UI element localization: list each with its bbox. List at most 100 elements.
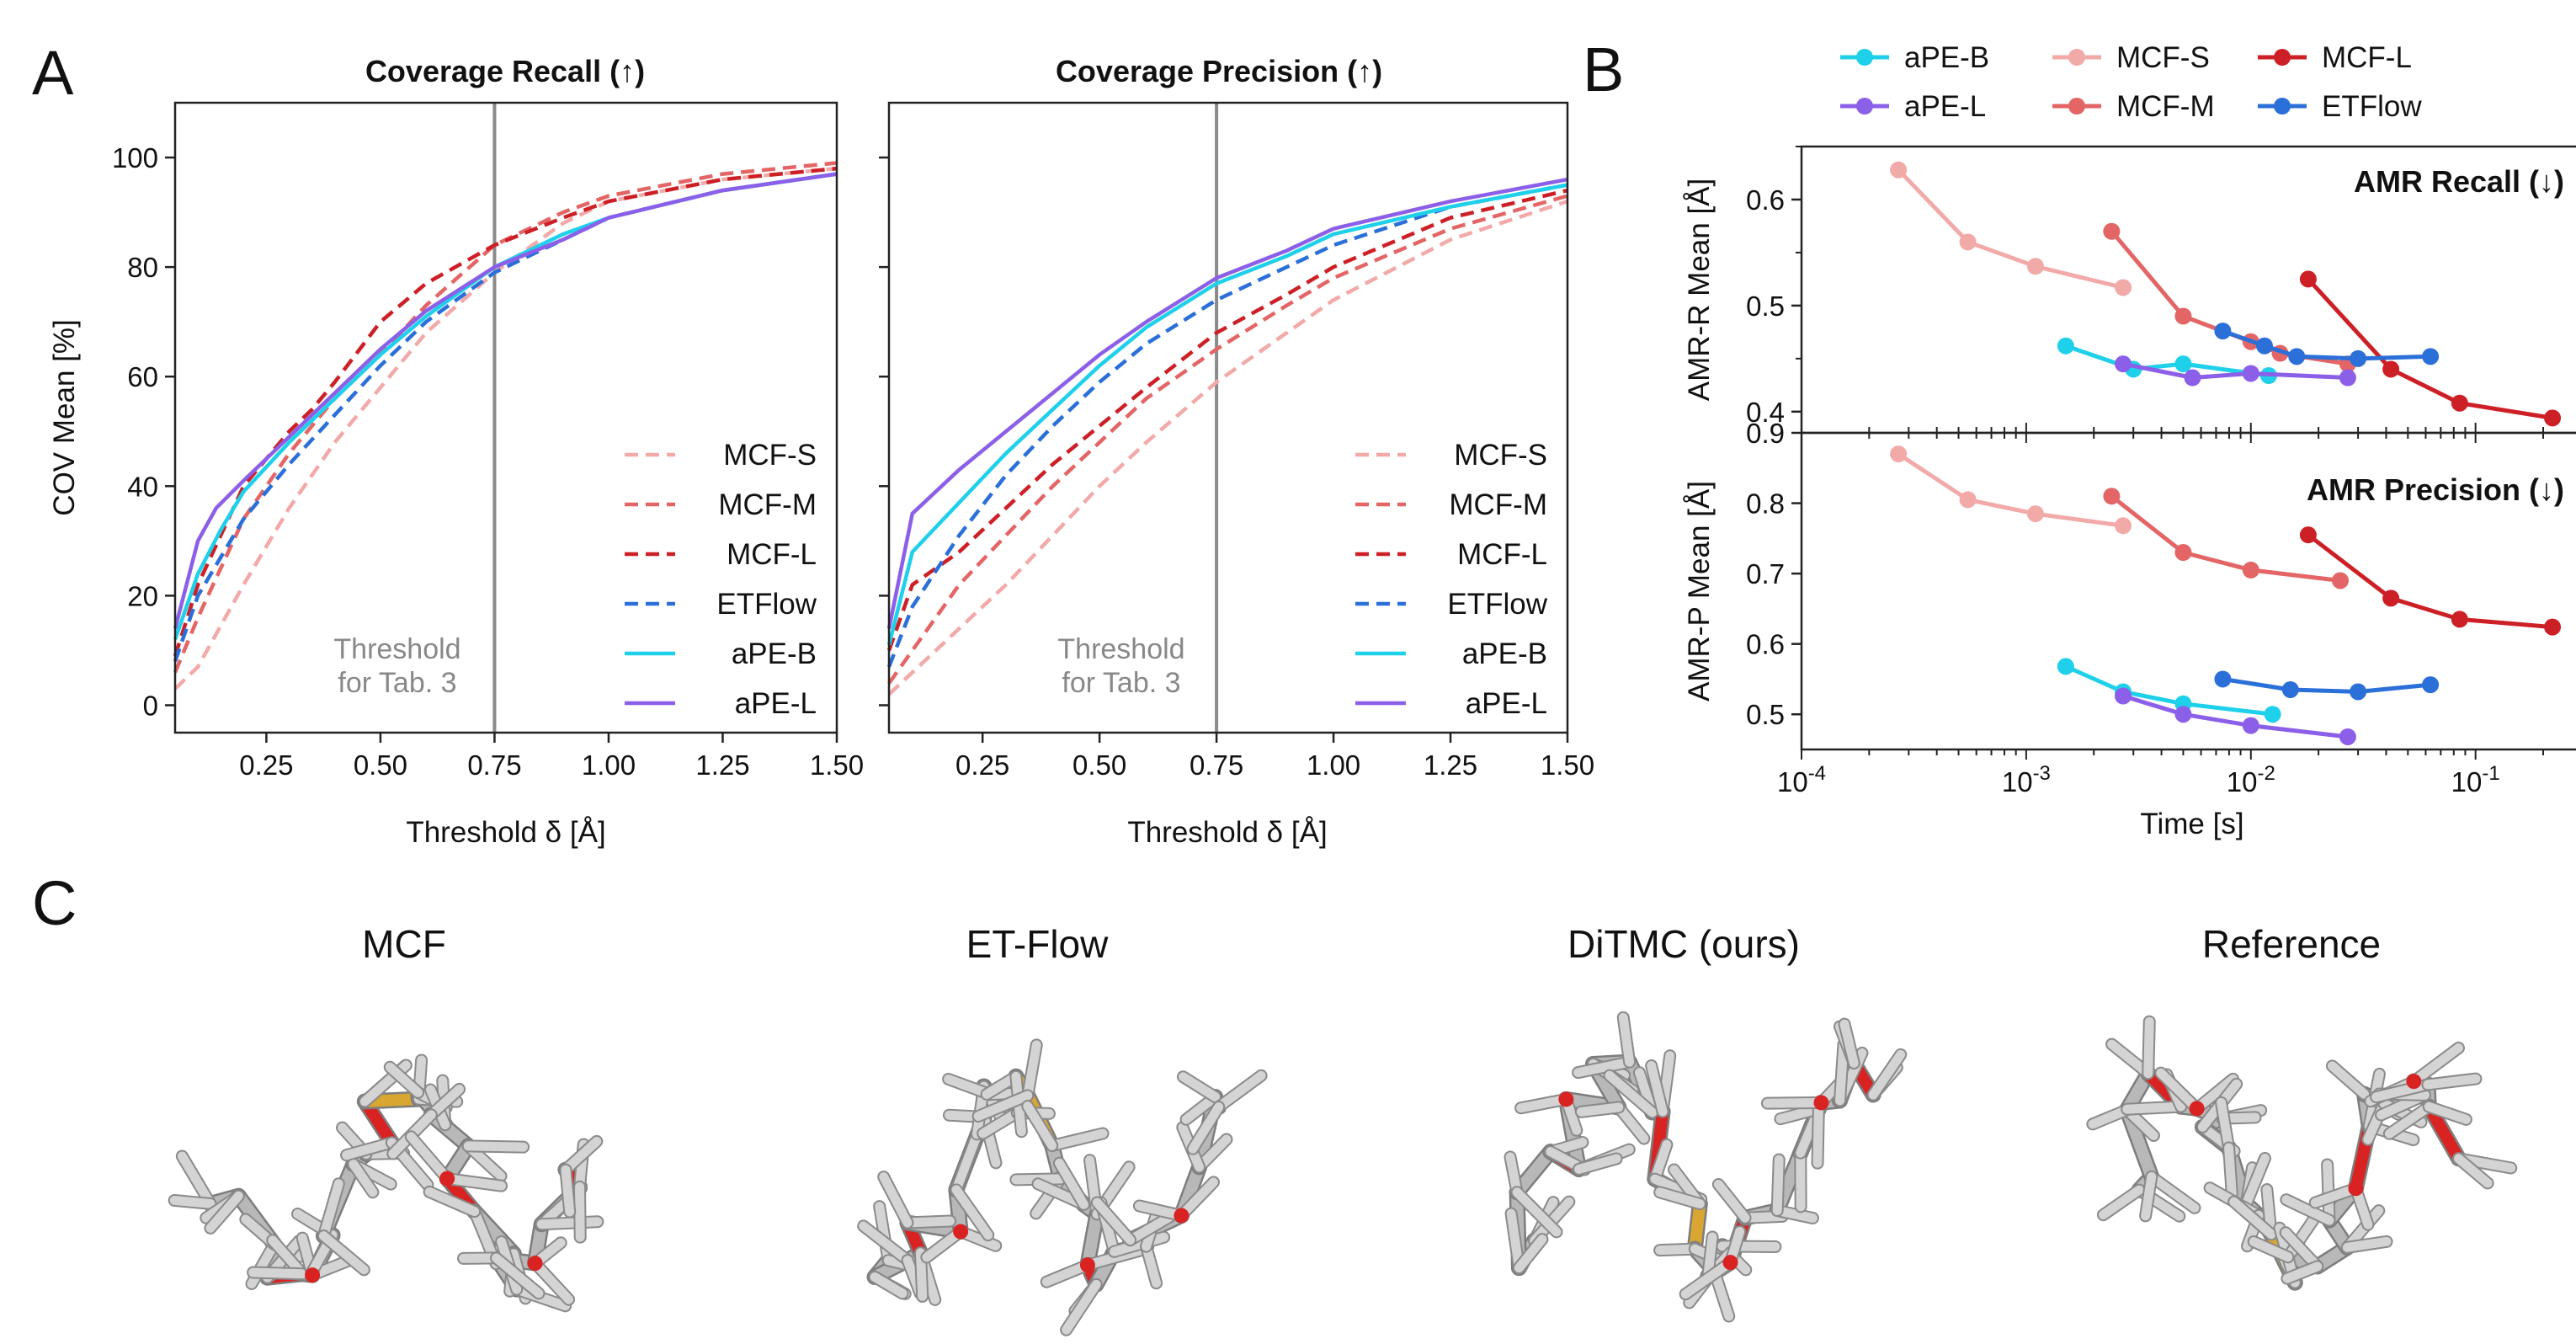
series-line-mcf-l <box>2307 277 2553 420</box>
series-point-mcf-s <box>2115 517 2132 535</box>
hydrogen-bond <box>1614 1102 1649 1144</box>
x-tick-label: 1.00 <box>582 749 636 781</box>
hydrogen-bond <box>2384 1101 2434 1139</box>
amr-recall-chart: 0.4 0.5 0.6 AMR Recall (↓) AMR-R Mean [Å] <box>1683 145 2576 443</box>
y-tick-label: 0 <box>143 690 158 721</box>
series-line-etflow <box>886 183 1568 668</box>
hydrogen-bond <box>2143 1016 2154 1079</box>
series-point-mcf-m <box>2174 307 2192 325</box>
hydrogen-bond <box>2342 1236 2392 1252</box>
chart-title: AMR Precision (↓) <box>2307 472 2564 507</box>
x-tick-label: 0.25 <box>239 749 293 781</box>
oxygen-atom <box>527 1256 543 1272</box>
oxygen-atom <box>2348 1181 2364 1197</box>
series-point-mcf-m <box>2103 488 2121 505</box>
x-tick-exponent: -1 <box>2482 762 2499 785</box>
hydrogen-bond <box>2141 1171 2157 1221</box>
series-line-ape-l <box>2122 361 2349 380</box>
molecule-mcf-icon <box>168 1053 604 1313</box>
panel-label-a: A <box>32 38 74 108</box>
series-point-ape-b <box>2057 658 2074 675</box>
hydrogen-bond <box>1655 1187 1705 1209</box>
chart-title: Coverage Recall (↑) <box>365 54 645 88</box>
legend-marker <box>1856 98 1873 115</box>
hydrogen-bond <box>879 1172 913 1228</box>
series-line-mcf-l <box>886 188 1568 652</box>
series-line-mcf-m <box>173 161 838 674</box>
y-tick-label: 20 <box>127 580 158 611</box>
series-point-mcf-s <box>1959 491 1977 509</box>
hydrogen-bond <box>973 1091 1033 1122</box>
legend: MCF-S MCF-M MCF-L ETFlow aPE-B aPE-L <box>625 439 817 720</box>
series-point-etflow <box>2214 670 2232 688</box>
hydrogen-bond <box>1178 1072 1221 1102</box>
series-point-mcf-s <box>1959 233 1977 251</box>
series-point-mcf-s <box>2026 258 2044 275</box>
series-line-mcf-l <box>2307 533 2553 630</box>
series-point-mcf-l <box>2451 611 2468 628</box>
hydrogen-bond <box>575 1181 585 1242</box>
series-point-ape-l <box>2184 369 2201 387</box>
hydrogen-bond <box>406 1132 452 1184</box>
series-line-mcf-m <box>2110 230 2349 366</box>
coverage-recall-chart: Coverage Recall (↑) 0.25 0.50 0.75 1.00 1.25… <box>48 54 864 849</box>
hydrogen-bond <box>2156 1068 2202 1113</box>
hydrogen-bond <box>169 1195 216 1208</box>
series-point-mcf-m <box>2331 572 2349 589</box>
legend-label: aPE-B <box>1462 637 1547 670</box>
x-axis-label: Threshold δ [Å] <box>1127 816 1327 849</box>
hydrogen-bond <box>205 1191 243 1233</box>
hydrogen-bond <box>349 1160 378 1197</box>
legend-label: ETFlow <box>1447 588 1547 621</box>
series-point-etflow <box>2350 683 2367 701</box>
legend-label: ETFlow <box>2322 90 2422 123</box>
hydrogen-bond <box>1835 1039 1849 1106</box>
hydrogen-bond <box>318 1231 369 1275</box>
chart-title: Coverage Precision (↑) <box>1056 54 1382 88</box>
hydrogen-bond <box>2241 1153 2270 1209</box>
molecule-reference-icon <box>2086 1015 2518 1291</box>
molecule-title-mcf: MCF <box>362 922 446 966</box>
hydrogen-bond <box>1188 1102 1224 1154</box>
series-line-mcf-m <box>887 194 1568 685</box>
series-point-mcf-l <box>2382 360 2400 378</box>
hydrogen-bond <box>1142 1241 1162 1288</box>
hydrogen-bond <box>951 1132 982 1195</box>
coverage-precision-chart: Coverage Precision (↑) 0.25 0.50 0.75 1.00 1… <box>879 54 1594 849</box>
series-point-ape-l <box>2242 717 2259 734</box>
hydrogen-bond <box>2098 1185 2144 1220</box>
bond <box>2423 1101 2465 1165</box>
hydrogen-bond <box>2424 1101 2471 1124</box>
hydrogen-bond <box>951 1185 993 1240</box>
panel-label-b: B <box>1583 35 1624 104</box>
y-tick-label: 0.9 <box>1746 418 1785 449</box>
y-axis-label: COV Mean [%] <box>48 319 81 515</box>
x-tick-label: 1.50 <box>810 749 864 781</box>
legend-label: MCF-M <box>1449 488 1547 521</box>
bond <box>1081 1208 1104 1272</box>
hydrogen-bond <box>342 1138 397 1160</box>
bond <box>1511 1145 1557 1198</box>
y-tick-label: 0.6 <box>1746 184 1785 216</box>
legend-label: MCF-S <box>723 439 817 472</box>
threshold-note-line2: for Tab. 3 <box>338 667 456 699</box>
series-point-mcf-m <box>2242 561 2259 579</box>
series-point-mcf-s <box>1890 445 1908 463</box>
series-point-mcf-s <box>1890 161 1908 179</box>
hydrogen-bond <box>1573 1057 1635 1078</box>
oxygen-atom <box>1558 1091 1574 1107</box>
hydrogen-bond <box>2122 1101 2186 1114</box>
hydrogen-bond <box>1062 1279 1101 1335</box>
hydrogen-bond <box>2281 1228 2323 1272</box>
hydrogen-bond <box>442 1174 507 1191</box>
series-line-mcf-s <box>887 199 1568 696</box>
hydrogen-bond <box>916 1248 928 1301</box>
oxygen-atom <box>953 1224 969 1240</box>
legend-marker <box>2274 49 2291 66</box>
hydrogen-bond <box>248 1267 307 1279</box>
series-point-mcf-l <box>2544 618 2562 636</box>
hydrogen-bond <box>1618 1012 1635 1067</box>
hydrogen-bond <box>1516 1094 1571 1113</box>
series-point-ape-b <box>2057 337 2074 355</box>
